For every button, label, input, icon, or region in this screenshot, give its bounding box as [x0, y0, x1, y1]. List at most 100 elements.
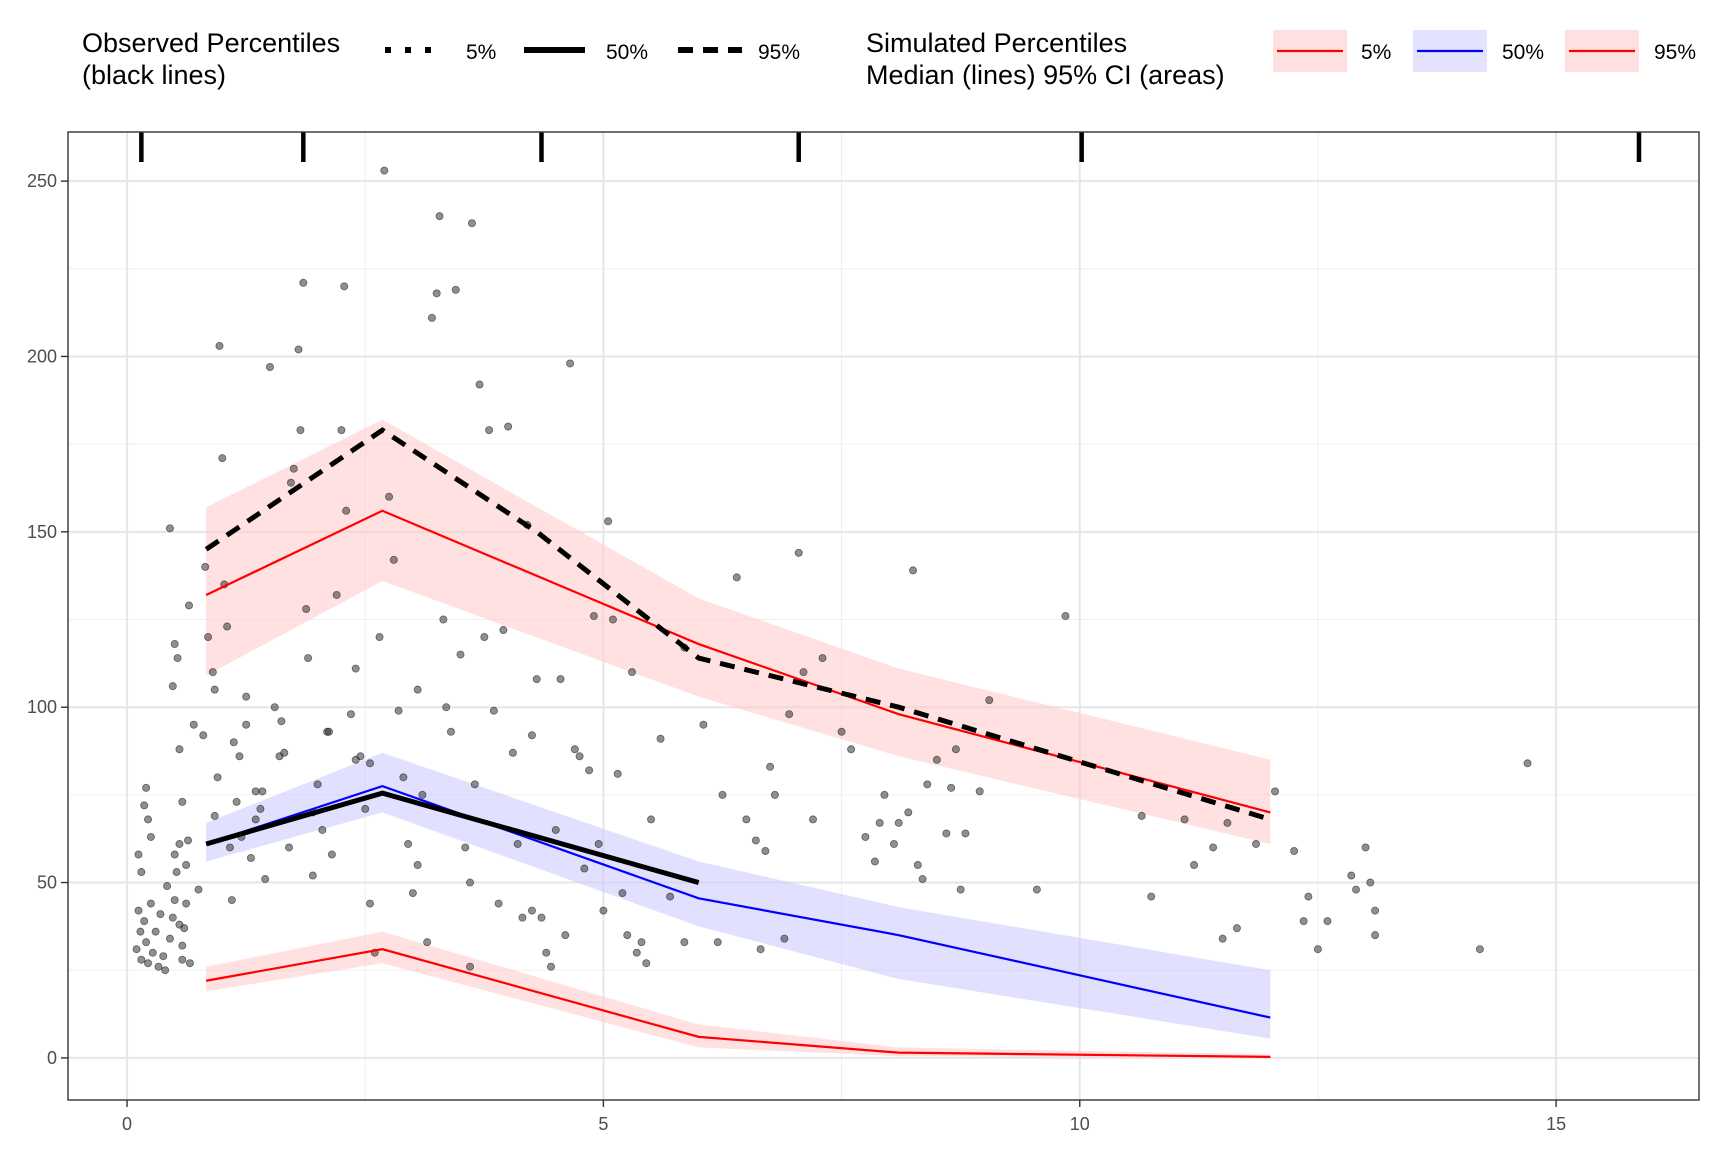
observation-point [251, 815, 260, 824]
observation-point [302, 604, 311, 613]
observation-point [168, 682, 177, 691]
observation-point [342, 506, 351, 515]
observed-50-line [205, 790, 700, 885]
observation-point [532, 675, 541, 684]
observation-point [154, 962, 163, 971]
legend-simulated-title: Simulated Percentiles [866, 28, 1127, 58]
observation-point [361, 804, 370, 813]
observation-point [168, 913, 177, 922]
observation-point [880, 790, 889, 799]
observation-point [942, 829, 951, 838]
observation-point [134, 850, 143, 859]
observation-point [132, 945, 141, 954]
observation-point [1347, 871, 1356, 880]
observation-point [932, 755, 941, 764]
sim-50-median-line [205, 784, 1271, 1019]
observation-point [163, 882, 172, 891]
observation-point [547, 962, 556, 971]
sim-5-ci-band [206, 931, 1271, 1058]
observation-point [613, 769, 622, 778]
observation-point [504, 422, 513, 431]
observation-point [210, 811, 219, 820]
observation-point [137, 955, 146, 964]
observation-point [180, 924, 189, 933]
observation-point [189, 720, 198, 729]
observation-point [809, 815, 818, 824]
observed-percentile-lines [204, 427, 1272, 885]
observation-point [159, 952, 168, 961]
observation-point [439, 615, 448, 624]
observation-point [666, 892, 675, 901]
observation-point [637, 938, 646, 947]
observation-point [442, 703, 451, 712]
legend-simulated-subtitle: Median (lines) 95% CI (areas) [866, 60, 1225, 90]
observation-point [413, 861, 422, 870]
observation-point [144, 815, 153, 824]
sim-5-median-line [205, 948, 1271, 1058]
observation-point [570, 745, 579, 754]
observation-point [246, 854, 255, 863]
observation-point [423, 938, 432, 947]
observation-point [1290, 846, 1299, 855]
observation-point [1523, 759, 1532, 768]
observation-point [475, 380, 484, 389]
legend-observed: Observed Percentiles (black lines) 5% 50… [82, 28, 800, 90]
observation-point [242, 720, 251, 729]
observation-point [142, 938, 151, 947]
observation-point [294, 345, 303, 354]
observation-point [346, 710, 355, 719]
observation-point [489, 706, 498, 715]
observation-point [201, 562, 210, 571]
observation-point [404, 839, 413, 848]
observation-point [170, 896, 179, 905]
observation-point [618, 889, 627, 898]
legend-observed-95-label: 95% [758, 41, 800, 64]
y-tick-label: 50 [37, 873, 57, 893]
observation-point [210, 685, 219, 694]
observation-point [561, 931, 570, 940]
observation-point [366, 899, 375, 908]
y-tick-label: 200 [27, 346, 57, 366]
observation-point [894, 818, 903, 827]
observation-point [818, 654, 827, 663]
legend-observed-50-label: 50% [606, 41, 648, 64]
observation-point [742, 815, 751, 824]
observation-point [1223, 818, 1232, 827]
observation-point [134, 906, 143, 915]
observation-point [1299, 917, 1308, 926]
observation-point [632, 948, 641, 957]
observation-point [923, 780, 932, 789]
observation-point [435, 212, 444, 221]
observation-point [1313, 945, 1322, 954]
x-tick-label: 15 [1546, 1114, 1566, 1134]
observation-point [184, 836, 193, 845]
observation-point [318, 825, 327, 834]
legend-observed-subtitle: (black lines) [82, 60, 226, 90]
observation-point [304, 654, 313, 663]
observation-point [542, 948, 551, 957]
y-tick-label: 250 [27, 171, 57, 191]
ci-bands [206, 419, 1271, 1058]
observation-point [313, 780, 322, 789]
observation-point [608, 615, 617, 624]
observation-point [265, 362, 274, 371]
observation-point [732, 573, 741, 582]
observation-point [325, 727, 334, 736]
observation-point [594, 839, 603, 848]
observation-point [144, 959, 153, 968]
observation-point [173, 654, 182, 663]
observation-point [909, 566, 918, 575]
legend-simulated: Simulated Percentiles Median (lines) 95%… [866, 28, 1696, 90]
observation-point [1209, 843, 1218, 852]
observation-point [718, 790, 727, 799]
legend-observed-title: Observed Percentiles [82, 28, 340, 58]
observation-point [366, 759, 375, 768]
observation-point [870, 857, 879, 866]
legend-observed-5-label: 5% [466, 41, 496, 64]
observation-point [780, 934, 789, 943]
observation-point [178, 797, 187, 806]
observation-point [1137, 811, 1146, 820]
sim-50-ci-band [206, 752, 1271, 1039]
